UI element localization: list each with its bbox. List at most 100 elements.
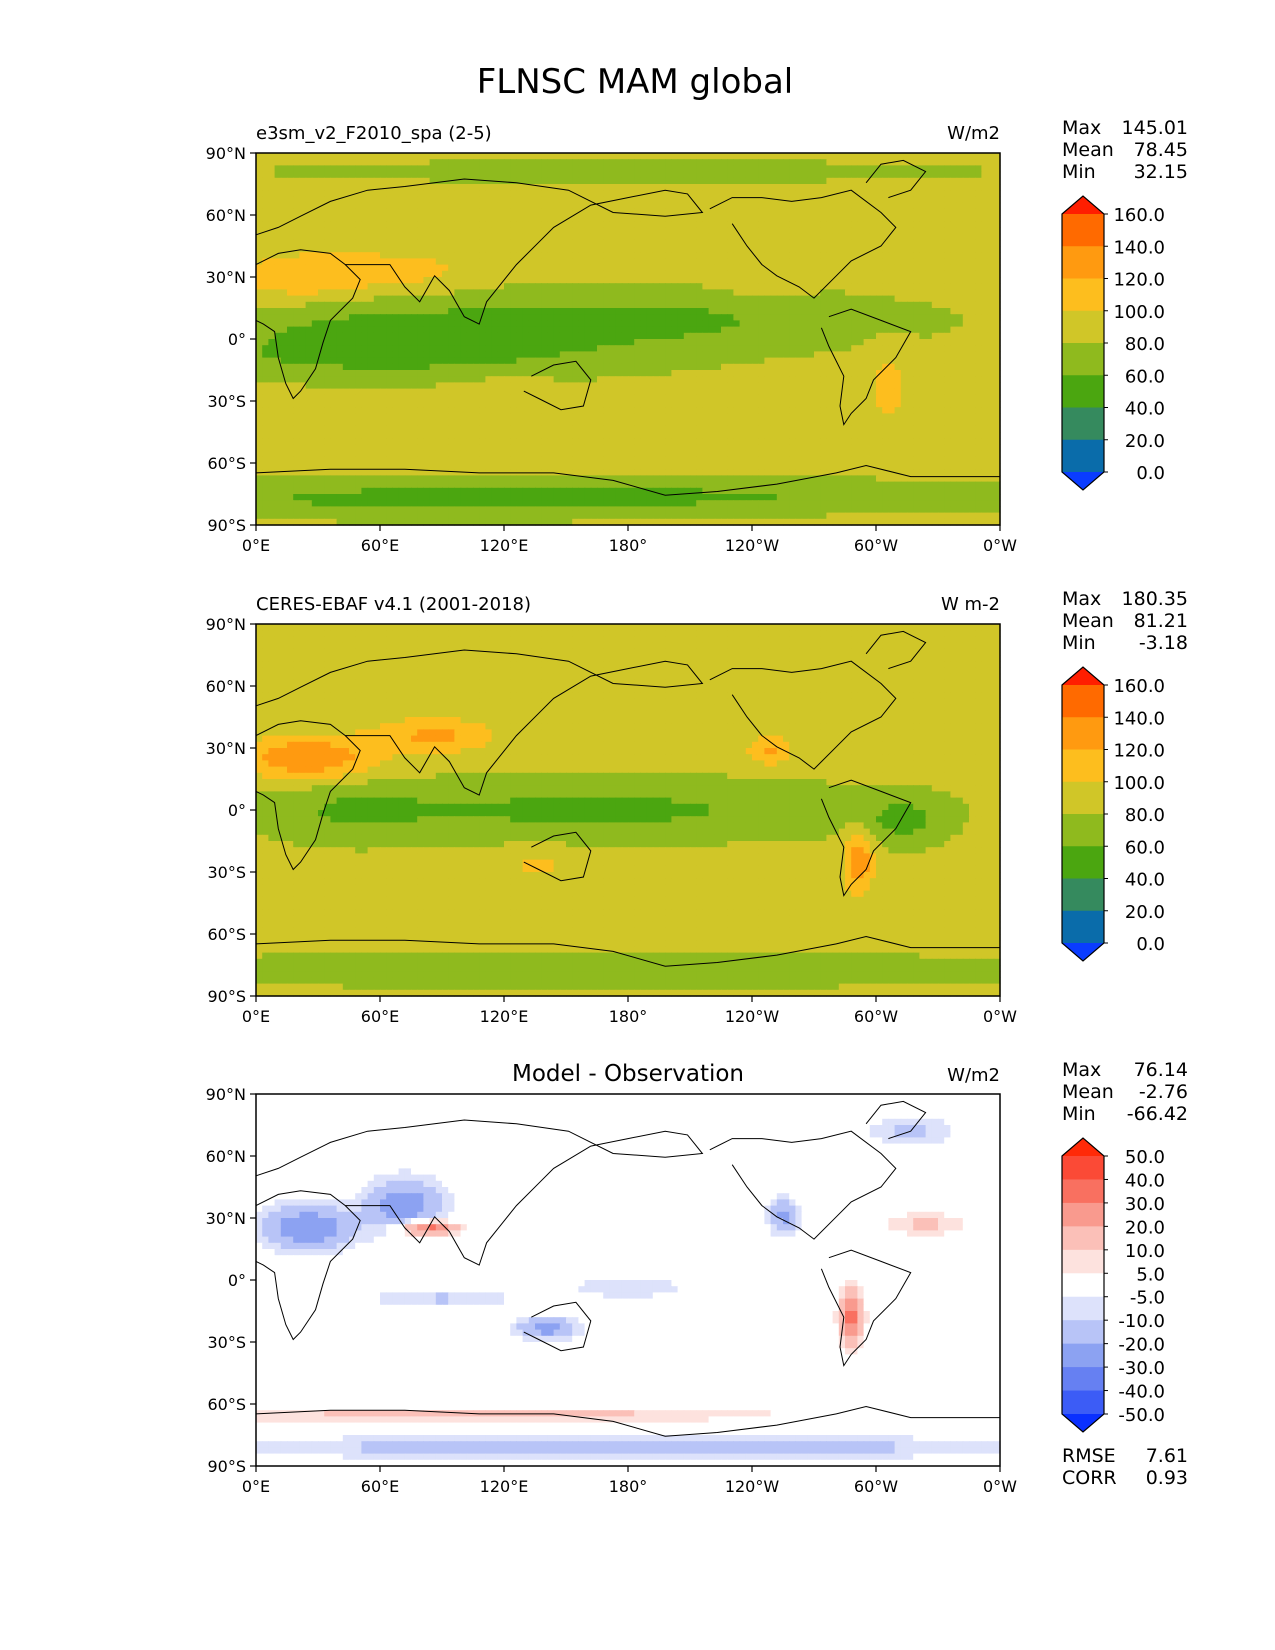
map-cell <box>833 389 840 396</box>
map-cell <box>845 178 852 185</box>
map-cell <box>733 240 740 247</box>
map-cell <box>746 339 753 346</box>
map-cell <box>349 389 356 396</box>
map-cell <box>882 376 889 383</box>
map-cell <box>504 252 511 259</box>
map-cell <box>541 289 548 296</box>
map-cell <box>665 314 672 321</box>
map-cell <box>690 339 697 346</box>
map-cell <box>349 351 356 358</box>
map-cell <box>442 159 449 166</box>
map-cell <box>833 333 840 340</box>
map-cell <box>969 364 976 371</box>
map-cell <box>448 246 455 253</box>
map-cell <box>603 172 610 179</box>
map-cell <box>473 178 480 185</box>
map-cell <box>492 227 499 234</box>
map-cell <box>411 370 418 377</box>
map-cell <box>678 221 685 228</box>
map-cell <box>665 203 672 210</box>
map-cell <box>330 283 337 290</box>
map-cell <box>647 320 654 327</box>
map-cell <box>504 382 511 389</box>
map-cell <box>399 389 406 396</box>
map-cell <box>684 165 691 172</box>
map-cell <box>981 246 988 253</box>
map-cell <box>504 215 511 222</box>
map-cell <box>833 227 840 234</box>
map-cell <box>547 358 554 365</box>
map-cell <box>516 203 523 210</box>
map-cell <box>678 308 685 315</box>
map-cell <box>783 172 790 179</box>
map-cell <box>516 370 523 377</box>
map-cell <box>963 289 970 296</box>
map-cell <box>975 364 982 371</box>
map-cell <box>702 196 709 203</box>
map-cell <box>262 277 269 284</box>
map-cell <box>554 196 561 203</box>
map-cell <box>405 178 412 185</box>
map-cell <box>820 376 827 383</box>
map-cell <box>671 258 678 265</box>
map-cell <box>988 215 995 222</box>
map-cell <box>492 277 499 284</box>
map-cell <box>795 327 802 334</box>
map-cell <box>392 345 399 352</box>
map-cell <box>839 159 846 166</box>
map-cell <box>895 345 902 352</box>
map-cell <box>330 370 337 377</box>
map-cell <box>709 277 716 284</box>
map-cell <box>423 351 430 358</box>
map-cell <box>380 314 387 321</box>
map-cell <box>386 283 393 290</box>
map-cell <box>337 320 344 327</box>
map-cell <box>777 265 784 272</box>
map-cell <box>510 172 517 179</box>
map-cell <box>380 395 387 402</box>
map-cell <box>926 308 933 315</box>
map-cell <box>882 351 889 358</box>
map-cell <box>479 258 486 265</box>
map-cell <box>981 271 988 278</box>
map-cell <box>541 351 548 358</box>
map-cell <box>913 196 920 203</box>
map-cell <box>262 289 269 296</box>
map-cell <box>616 265 623 272</box>
map-cell <box>510 296 517 303</box>
map-cell <box>454 221 461 228</box>
map-cell <box>318 382 325 389</box>
map-cell <box>423 215 430 222</box>
map-cell <box>901 296 908 303</box>
map-cell <box>560 327 567 334</box>
map-cell <box>337 234 344 241</box>
map-cell <box>399 339 406 346</box>
map-cell <box>690 364 697 371</box>
map-cell <box>312 395 319 402</box>
map-cell <box>566 234 573 241</box>
map-cell <box>554 172 561 179</box>
map-cell <box>330 258 337 265</box>
map-cell <box>541 227 548 234</box>
map-cell <box>523 401 530 408</box>
map-cell <box>895 308 902 315</box>
map-cell <box>988 277 995 284</box>
map-cell <box>585 308 592 315</box>
map-cell <box>802 159 809 166</box>
map-cell <box>293 308 300 315</box>
map-cell <box>368 234 375 241</box>
map-cell <box>690 196 697 203</box>
map-cell <box>504 389 511 396</box>
map-cell <box>764 296 771 303</box>
map-cell <box>895 265 902 272</box>
map-cell <box>789 252 796 259</box>
map-cell <box>554 190 561 197</box>
map-cell <box>442 407 449 414</box>
map-cell <box>405 277 412 284</box>
map-cell <box>603 358 610 365</box>
map-cell <box>820 370 827 377</box>
map-cell <box>374 153 381 160</box>
map-cell <box>634 252 641 259</box>
map-cell <box>306 252 313 259</box>
map-cell <box>355 240 362 247</box>
